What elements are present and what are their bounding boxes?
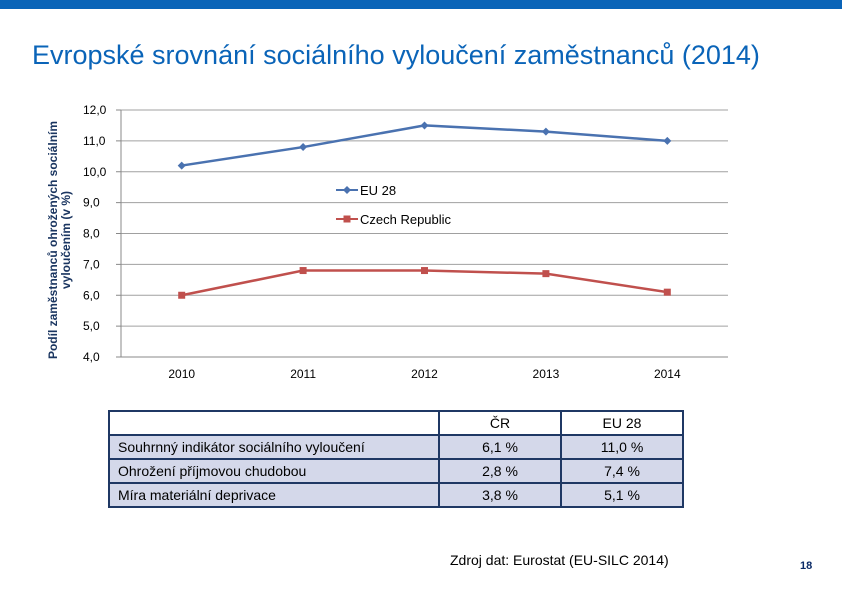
slide-title: Evropské srovnání sociálního vyloučení z… xyxy=(32,40,760,70)
table-cell-eu28: 7,4 % xyxy=(560,458,684,484)
data-point xyxy=(178,291,186,299)
data-source-note: Zdroj dat: Eurostat (EU-SILC 2014) xyxy=(450,552,669,568)
x-tick-label: 2010 xyxy=(168,367,195,381)
table-header-row: ČR EU 28 xyxy=(108,410,684,436)
x-tick-label: 2014 xyxy=(654,367,681,381)
data-point xyxy=(421,267,428,275)
y-tick-label: 10,0 xyxy=(83,165,107,179)
table-header-empty xyxy=(108,410,440,436)
data-point xyxy=(541,127,550,136)
table-cell-label: Ohrožení příjmovou chudobou xyxy=(108,458,440,484)
data-point xyxy=(663,288,671,296)
series-line xyxy=(181,124,668,167)
data-point xyxy=(420,121,429,130)
table-cell-label: Míra materiální deprivace xyxy=(108,482,440,508)
y-tick-label: 9,0 xyxy=(83,196,100,210)
data-point xyxy=(299,143,308,152)
y-tick-label: 7,0 xyxy=(83,257,100,271)
y-tick-label: 4,0 xyxy=(83,350,100,364)
table-row: Souhrnný indikátor sociálního vyloučení … xyxy=(108,434,684,460)
y-tick-label: 6,0 xyxy=(83,288,100,302)
y-tick-label: 11,0 xyxy=(83,134,106,148)
y-tick-label: 12,0 xyxy=(83,103,107,117)
legend-marker xyxy=(343,186,351,194)
x-tick-label: 2012 xyxy=(411,367,438,381)
page-number: 18 xyxy=(800,560,813,572)
table-row: Míra materiální deprivace 3,8 % 5,1 % xyxy=(108,482,684,508)
data-point xyxy=(663,136,672,145)
table-cell-eu28: 5,1 % xyxy=(560,482,684,508)
indicator-table: ČR EU 28 Souhrnný indikátor sociálního v… xyxy=(108,410,684,508)
series-line xyxy=(181,269,668,297)
legend-marker xyxy=(343,215,351,223)
y-tick-label: 8,0 xyxy=(83,227,100,241)
table-row: Ohrožení příjmovou chudobou 2,8 % 7,4 % xyxy=(108,458,684,484)
table-cell-cr: 2,8 % xyxy=(438,458,562,484)
data-point xyxy=(299,267,307,275)
y-tick-label: 5,0 xyxy=(83,319,100,333)
legend-label: EU 28 xyxy=(360,183,396,198)
top-accent-bar xyxy=(0,0,842,9)
x-tick-label: 2013 xyxy=(533,367,560,381)
legend-label: Czech Republic xyxy=(360,212,452,227)
table-header-cr: ČR xyxy=(438,410,562,436)
x-tick-label: 2011 xyxy=(290,367,316,381)
table-cell-cr: 3,8 % xyxy=(438,482,562,508)
data-point xyxy=(177,161,186,170)
table-cell-label: Souhrnný indikátor sociálního vyloučení xyxy=(108,434,440,460)
data-point xyxy=(542,270,550,278)
table-cell-cr: 6,1 % xyxy=(438,434,562,460)
table-header-eu28: EU 28 xyxy=(560,410,684,436)
table-cell-eu28: 11,0 % xyxy=(560,434,684,460)
line-chart: 4,0 5,0 6,0 7,0 8,0 9,0 10,0 11,0 12,0 2010 2011 20… xyxy=(83,103,728,381)
